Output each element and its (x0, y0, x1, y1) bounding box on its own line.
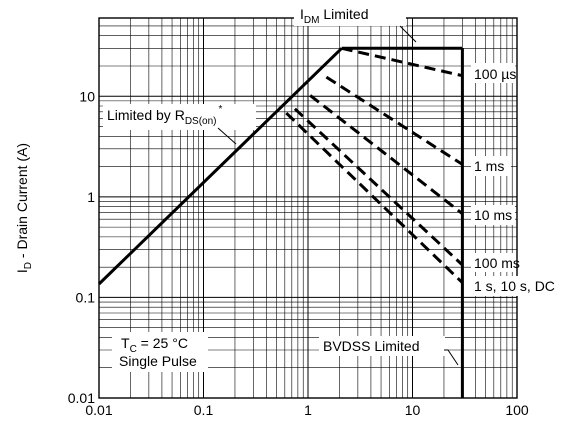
pulse-label-100ms: 100 ms (474, 255, 520, 271)
rds-label-box (103, 104, 256, 130)
x-tick-label: 1 (304, 402, 312, 418)
label-box-10ms (471, 205, 515, 225)
pulse-label-10ms: 10 ms (474, 207, 512, 223)
pulse-label-1ms: 1 ms (474, 158, 504, 174)
label-box-100ms (471, 253, 515, 272)
series-line-10-ms (309, 94, 464, 215)
boundary-line-limited-by-rds-on (97, 47, 343, 286)
single-pulse-label: Single Pulse (119, 353, 197, 369)
annotations: IDM Limited Limited by RDS(on)* TC = 25 … (103, 4, 569, 372)
label-box-1ms (471, 156, 511, 176)
label-box-dc (471, 276, 569, 296)
x-tick-label: 0.1 (194, 402, 214, 418)
y-axis-label: ID - Drain Current (A) (14, 143, 34, 273)
bvdss-label: BVDSS Limited (323, 338, 419, 354)
rds-label: Limited by RDS(on)* (107, 104, 223, 127)
series-line-1-ms (325, 75, 464, 166)
x-tick-label: 10 (405, 402, 421, 418)
pulse-label-dc: 1 s, 10 s, DC (474, 278, 555, 294)
series-line-1-s-10-s-dc (285, 112, 464, 284)
pulse-labels: 100 µs 1 ms 10 ms 100 ms 1 s, 10 s, DC (471, 63, 569, 296)
idm-label-box (294, 4, 406, 26)
y-tick-label: 0.1 (76, 289, 96, 305)
pulse-label-100us: 100 µs (474, 66, 516, 82)
y-tick-label: 1 (87, 189, 95, 205)
x-tick-label: 100 (505, 402, 529, 418)
idm-label: IDM Limited (300, 6, 368, 26)
soa-lines (97, 46, 464, 398)
rds-leader (217, 127, 237, 145)
label-box-100us (471, 63, 515, 83)
bvdss-leader (444, 349, 459, 366)
y-tick-label: 10 (79, 88, 95, 104)
y-tick-label: 0.01 (68, 390, 95, 406)
tc-label: TC = 25 °C (121, 335, 188, 355)
series-line-100-ms (293, 107, 464, 267)
idm-leader (399, 25, 417, 43)
x-tick-label: 0.01 (85, 402, 112, 418)
tc-label-box (112, 332, 208, 372)
tick-labels: 0.01 0.1 1 10 100 0.01 0.1 1 10 (68, 88, 529, 418)
bvdss-label-box (319, 336, 445, 356)
series-line-100-s (341, 46, 463, 78)
